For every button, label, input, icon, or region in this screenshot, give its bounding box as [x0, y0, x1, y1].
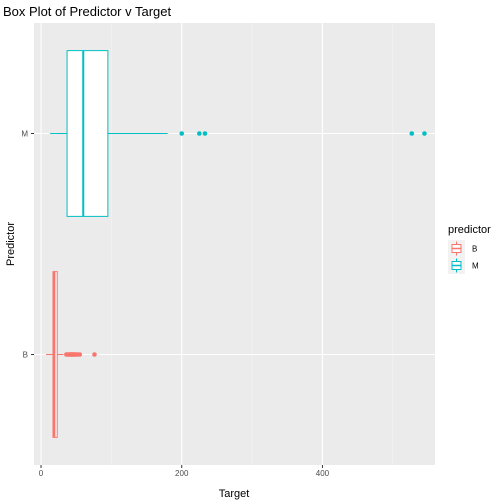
x-axis: 0 200 400 — [39, 465, 330, 478]
x-tick-label: 200 — [175, 469, 189, 478]
boxes — [45, 50, 427, 438]
x-axis-title: Target — [219, 488, 250, 500]
legend-label: B — [472, 245, 477, 254]
outlier-point — [202, 131, 208, 136]
outlier-point — [92, 352, 97, 357]
legend: predictor BM — [448, 224, 491, 274]
outlier-point — [179, 131, 185, 136]
outlier-point — [77, 352, 83, 357]
box-B — [45, 271, 97, 438]
chart-title: Box Plot of Predictor v Target — [3, 4, 172, 19]
legend-item-M: M — [448, 257, 479, 274]
y-tick-label: M — [21, 130, 28, 139]
outlier-point — [409, 131, 415, 136]
box-iqr — [66, 50, 109, 217]
legend-title: predictor — [448, 224, 491, 236]
x-tick-label: 400 — [316, 469, 330, 478]
legend-item-B: B — [448, 240, 477, 257]
outlier-point — [422, 131, 427, 136]
x-tick-label: 0 — [39, 469, 44, 478]
box-M — [50, 50, 427, 217]
y-tick-label: B — [23, 351, 28, 360]
grid-minor — [111, 23, 394, 465]
y-axis: BM — [21, 130, 34, 360]
outlier-point — [197, 131, 202, 136]
y-axis-title: Predictor — [5, 222, 17, 266]
legend-label: M — [472, 262, 479, 271]
